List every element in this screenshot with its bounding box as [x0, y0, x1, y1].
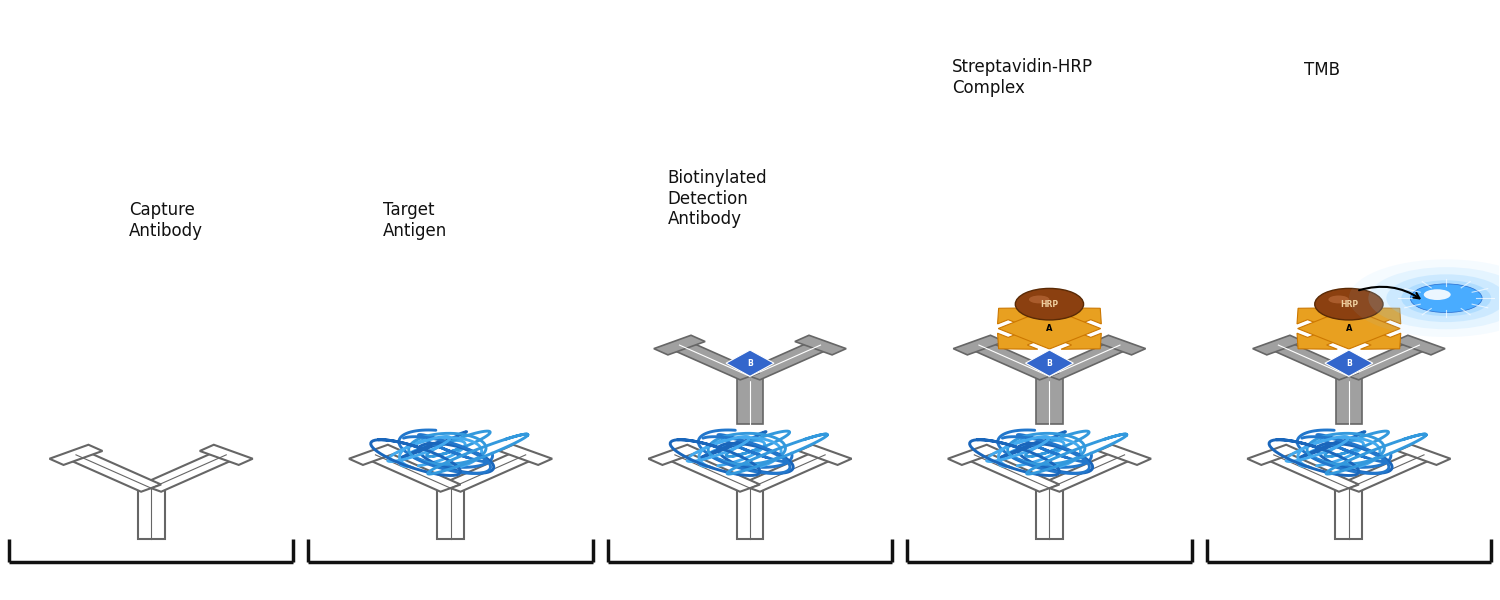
Polygon shape — [50, 445, 102, 465]
Ellipse shape — [1410, 284, 1482, 313]
Ellipse shape — [1316, 289, 1383, 320]
Text: A: A — [1046, 324, 1053, 333]
Polygon shape — [740, 451, 836, 492]
Text: Capture
Antibody: Capture Antibody — [129, 202, 203, 240]
Ellipse shape — [1016, 289, 1083, 320]
Polygon shape — [1095, 335, 1146, 355]
Text: B: B — [1047, 359, 1053, 368]
Polygon shape — [948, 445, 1000, 465]
Polygon shape — [1335, 488, 1362, 539]
Polygon shape — [669, 341, 760, 380]
Polygon shape — [654, 335, 705, 355]
Polygon shape — [1040, 341, 1130, 380]
Polygon shape — [1252, 335, 1304, 355]
Polygon shape — [969, 341, 1059, 380]
FancyArrow shape — [1352, 329, 1401, 349]
Polygon shape — [1036, 376, 1062, 424]
Text: B: B — [1346, 359, 1352, 368]
Polygon shape — [366, 451, 460, 492]
Ellipse shape — [1424, 289, 1450, 300]
FancyArrow shape — [1352, 308, 1401, 328]
Polygon shape — [441, 451, 536, 492]
Polygon shape — [648, 445, 702, 465]
Ellipse shape — [1329, 296, 1348, 304]
Text: A: A — [1346, 324, 1352, 333]
Polygon shape — [1324, 350, 1372, 376]
Text: Biotinylated
Detection
Antibody: Biotinylated Detection Antibody — [668, 169, 768, 229]
Polygon shape — [500, 445, 552, 465]
Polygon shape — [1394, 335, 1444, 355]
Polygon shape — [740, 341, 831, 380]
Polygon shape — [1298, 308, 1400, 349]
Ellipse shape — [1368, 267, 1500, 329]
Polygon shape — [200, 445, 252, 465]
FancyArrow shape — [1298, 308, 1347, 328]
Polygon shape — [1340, 341, 1430, 380]
Polygon shape — [664, 451, 760, 492]
Polygon shape — [1269, 341, 1359, 380]
Ellipse shape — [1029, 296, 1050, 304]
Polygon shape — [798, 445, 852, 465]
Polygon shape — [1036, 488, 1064, 539]
FancyArrow shape — [1052, 308, 1101, 328]
FancyArrow shape — [998, 308, 1047, 328]
Polygon shape — [736, 488, 764, 539]
Ellipse shape — [1401, 280, 1491, 316]
FancyArrow shape — [1298, 329, 1347, 349]
Text: HRP: HRP — [1041, 299, 1059, 308]
Polygon shape — [1040, 451, 1134, 492]
Text: Streptavidin-HRP
Complex: Streptavidin-HRP Complex — [952, 58, 1094, 97]
Polygon shape — [1398, 445, 1450, 465]
Text: B: B — [747, 359, 753, 368]
Polygon shape — [1248, 445, 1300, 465]
FancyArrow shape — [1052, 329, 1101, 349]
Text: HRP: HRP — [1340, 299, 1358, 308]
Polygon shape — [66, 451, 160, 492]
Polygon shape — [141, 451, 237, 492]
Polygon shape — [726, 350, 774, 376]
Polygon shape — [998, 308, 1101, 349]
Polygon shape — [1026, 350, 1074, 376]
Polygon shape — [795, 335, 846, 355]
FancyArrow shape — [998, 329, 1047, 349]
Polygon shape — [964, 451, 1059, 492]
Polygon shape — [1098, 445, 1150, 465]
Polygon shape — [350, 445, 402, 465]
Polygon shape — [1335, 376, 1362, 424]
Ellipse shape — [1348, 259, 1500, 337]
Polygon shape — [1340, 451, 1434, 492]
Ellipse shape — [1386, 274, 1500, 322]
Text: Target
Antigen: Target Antigen — [382, 202, 447, 240]
Polygon shape — [1263, 451, 1359, 492]
Text: TMB: TMB — [1304, 61, 1340, 79]
Polygon shape — [736, 376, 764, 424]
Polygon shape — [436, 488, 463, 539]
Polygon shape — [954, 335, 1005, 355]
Polygon shape — [138, 488, 165, 539]
